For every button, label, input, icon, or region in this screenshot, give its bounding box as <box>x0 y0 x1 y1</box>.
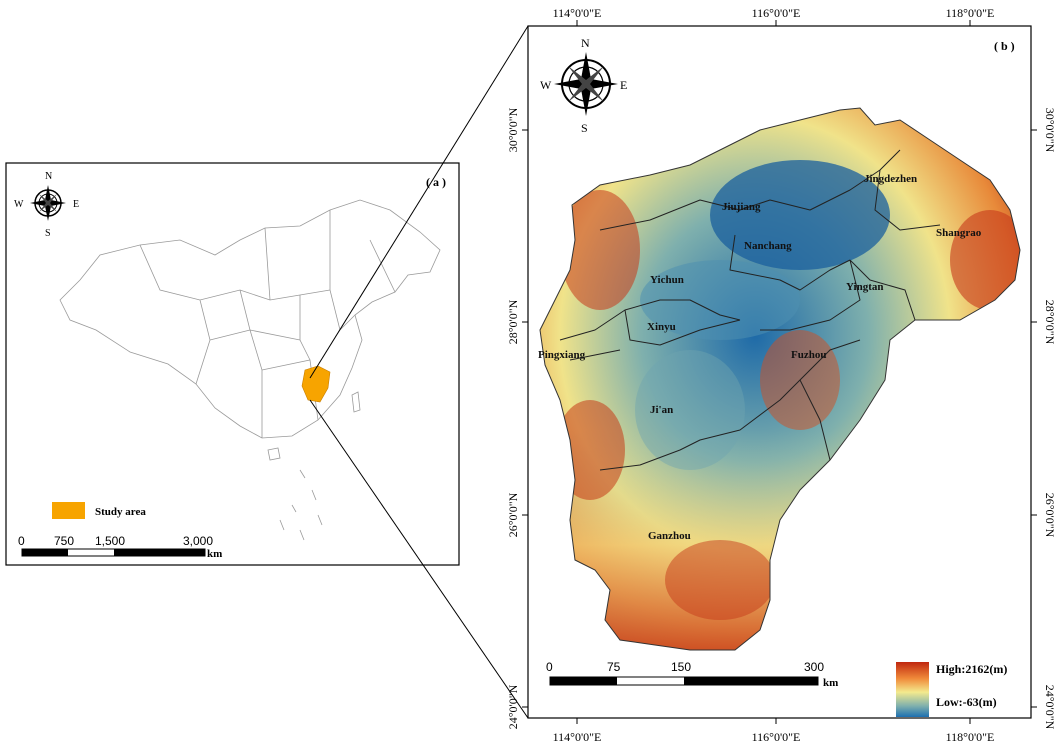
scale-a-unit: km <box>207 548 222 560</box>
right-tick-2: 26°0'0"N <box>1043 493 1057 538</box>
left-tick-1: 28°0'0"N <box>506 299 520 344</box>
south-sea-islands <box>279 469 323 541</box>
compass-a-s: S <box>45 228 51 239</box>
scale-bar-a <box>21 548 206 557</box>
city-label-xinyu: Xinyu <box>647 321 676 333</box>
left-tick-0: 30°0'0"N <box>506 107 520 152</box>
bottom-tick-2: 118°0'0"E <box>946 730 995 744</box>
bottom-tick-0: 114°0'0"E <box>553 730 602 744</box>
panel-b-label: ( b ) <box>994 39 1015 53</box>
left-tick-2: 26°0'0"N <box>506 492 520 537</box>
right-tick-0: 30°0'0"N <box>1043 108 1057 153</box>
panel-a-frame <box>5 162 460 566</box>
scale-a-tick-3: 3,000 <box>183 534 213 548</box>
taiwan-island <box>351 391 361 413</box>
scale-b-tick-1: 75 <box>607 660 621 674</box>
city-boundaries <box>559 149 941 471</box>
scale-a-tick-2: 1,500 <box>95 534 125 548</box>
right-tick-3: 24°0'0"N <box>1043 685 1057 730</box>
scale-b-tick-3: 300 <box>804 660 824 674</box>
compass-a-w: W <box>14 199 24 210</box>
city-label-shangrao: Shangrao <box>936 227 982 239</box>
top-tick-2: 118°0'0"E <box>946 6 995 20</box>
study-area-label: Study area <box>95 506 146 518</box>
compass-rose-b-icon <box>554 52 618 116</box>
elevation-low-label: Low:-63(m) <box>936 695 997 709</box>
right-tick-1: 28°0'0"N <box>1043 300 1057 345</box>
city-label-ganzhou: Ganzhou <box>648 530 691 542</box>
compass-b-e: E <box>620 78 627 92</box>
city-label-yichun: Yichun <box>650 274 684 286</box>
graticule-ticks <box>522 20 1037 724</box>
scale-a-tick-1: 750 <box>54 534 74 548</box>
city-label-jiujiang: Jiujiang <box>722 201 761 213</box>
study-area-region <box>301 365 331 403</box>
city-label-pingxiang: Pingxiang <box>538 349 586 361</box>
elevation-legend-ramp <box>896 662 929 717</box>
city-label-jingdezhen: Jingdezhen <box>864 173 917 185</box>
city-label-yingtan: Yingtan <box>846 281 884 293</box>
compass-a-e: E <box>73 199 79 210</box>
compass-a-n: N <box>45 171 52 182</box>
compass-rose-icon <box>30 185 66 221</box>
elevation-high-label: High:2162(m) <box>936 662 1007 676</box>
connector-line-bottom <box>309 399 529 719</box>
compass-b-s: S <box>581 121 588 135</box>
compass-b-w: W <box>540 78 552 92</box>
left-tick-3: 24°0'0"N <box>506 684 520 729</box>
scale-bar-b <box>549 676 819 686</box>
connector-line-top <box>309 25 529 379</box>
city-label-fuzhou: Fuzhou <box>791 349 826 361</box>
compass-b-n: N <box>581 36 590 50</box>
hainan-island <box>267 447 281 461</box>
scale-b-tick-0: 0 <box>546 660 553 674</box>
study-area-swatch <box>52 502 85 519</box>
city-label-jian: Ji'an <box>650 404 673 416</box>
top-tick-0: 114°0'0"E <box>553 6 602 20</box>
scale-a-tick-0: 0 <box>18 534 25 548</box>
top-tick-1: 116°0'0"E <box>752 6 801 20</box>
panel-a-label: ( a ) <box>426 175 446 189</box>
scale-b-tick-2: 150 <box>671 660 691 674</box>
bottom-tick-1: 116°0'0"E <box>752 730 801 744</box>
scale-b-unit: km <box>823 677 838 689</box>
city-label-nanchang: Nanchang <box>744 240 792 252</box>
